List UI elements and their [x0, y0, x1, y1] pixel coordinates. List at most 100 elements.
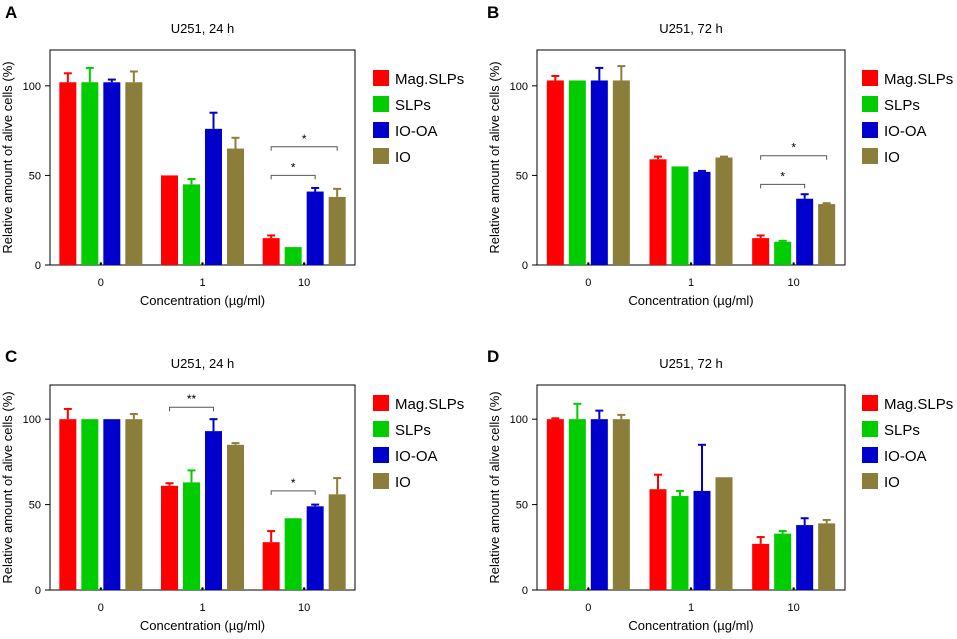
y-axis-label: Relative amount of alive cells (%) — [487, 61, 502, 253]
x-tick-dot — [689, 262, 693, 265]
bar-io-1 — [715, 157, 733, 265]
bar-io-0 — [125, 82, 143, 265]
bar-slps-0 — [81, 82, 99, 265]
x-tick-dot — [792, 262, 795, 265]
y-tick-label: 50 — [516, 170, 528, 182]
x-tick-dot — [587, 587, 590, 590]
x-tick-label: 10 — [298, 277, 310, 289]
legend-label: SLPs — [884, 97, 920, 114]
x-tick-dot — [99, 262, 103, 265]
bar-io-1 — [227, 148, 244, 265]
y-tick-label: 50 — [29, 170, 41, 182]
x-tick-label: 1 — [199, 602, 205, 614]
bar-mag-slps-0 — [546, 419, 564, 590]
legend-swatch — [373, 148, 389, 164]
x-tick-dot — [302, 587, 306, 590]
bar-mag-slps-1 — [649, 489, 667, 590]
significance-bracket — [169, 406, 214, 412]
bar-io-oa-1 — [205, 431, 222, 590]
legend-label: IO — [395, 149, 411, 166]
x-axis-label: Concentration (µg/ml) — [628, 293, 753, 308]
bar-io-oa-1 — [693, 171, 711, 265]
x-axis-label: Concentration (µg/ml) — [628, 618, 753, 633]
legend-swatch — [862, 395, 878, 411]
x-tick-label: 1 — [688, 602, 694, 614]
y-tick-label: 100 — [23, 81, 41, 93]
bar-mag-slps-1 — [649, 159, 667, 265]
y-tick-label: 0 — [522, 260, 528, 272]
significance-label: * — [291, 160, 296, 174]
bar-mag-slps-1 — [161, 485, 178, 590]
x-axis-label: Concentration (µg/ml) — [140, 618, 265, 633]
legend-label: SLPs — [395, 97, 431, 114]
x-tick-dot — [201, 262, 204, 265]
bar-io-oa-1 — [205, 128, 222, 265]
legend-swatch — [373, 447, 389, 463]
legend-swatch — [862, 70, 878, 86]
legend-swatch — [373, 122, 389, 138]
legend-swatch — [373, 96, 389, 112]
bar-io-oa-0 — [590, 419, 608, 590]
y-axis-label: Relative amount of alive cells (%) — [487, 391, 502, 583]
bar-slps-2 — [284, 247, 302, 265]
bar-mag-slps-2 — [752, 238, 770, 265]
bar-io-oa-0 — [103, 419, 121, 590]
y-tick-label: 0 — [35, 585, 41, 597]
bar-mag-slps-0 — [59, 419, 77, 590]
significance-label: * — [291, 476, 296, 490]
legend-label: Mag.SLPs — [884, 71, 953, 88]
bar-mag-slps-2 — [262, 238, 280, 265]
x-tick-label: 1 — [688, 277, 694, 289]
y-tick-label: 0 — [35, 260, 41, 272]
legend-label: Mag.SLPs — [395, 396, 464, 413]
x-tick-label: 10 — [788, 602, 800, 614]
x-tick-label: 1 — [199, 277, 205, 289]
x-tick-dot — [201, 587, 204, 590]
panel-letter: C — [5, 347, 17, 366]
x-tick-label: 0 — [585, 602, 591, 614]
y-tick-label: 50 — [516, 500, 528, 512]
bar-slps-1 — [183, 184, 200, 265]
legend-swatch — [373, 395, 389, 411]
bar-mag-slps-0 — [546, 80, 564, 265]
bar-io-1 — [227, 444, 244, 590]
legend-label: SLPs — [395, 422, 431, 439]
legend-swatch — [862, 473, 878, 489]
significance-label: ** — [187, 392, 197, 406]
significance-bracket — [270, 490, 316, 495]
legend-swatch — [862, 447, 878, 463]
legend: Mag.SLPs SLPs IO-OA IO — [373, 70, 464, 166]
legend-label: IO — [395, 474, 411, 491]
y-axis-label: Relative amount of alive cells (%) — [0, 61, 15, 253]
legend-label: IO-OA — [884, 123, 927, 140]
bar-mag-slps-1 — [161, 175, 178, 265]
x-tick-dot — [99, 587, 103, 590]
legend-label: IO — [884, 149, 900, 166]
plot-frame — [49, 49, 356, 266]
x-tick-dot — [689, 587, 693, 590]
y-tick-label: 50 — [29, 500, 41, 512]
plot-frame — [536, 384, 846, 591]
y-tick-label: 100 — [23, 414, 41, 426]
significance-label: * — [302, 132, 307, 146]
plot-frame — [536, 49, 846, 266]
legend-swatch — [862, 421, 878, 437]
legend-label: Mag.SLPs — [884, 396, 953, 413]
bar-slps-0 — [81, 419, 99, 590]
panel-letter: A — [5, 3, 17, 22]
bar-io-oa-2 — [796, 198, 814, 265]
y-axis-label: Relative amount of alive cells (%) — [0, 391, 15, 583]
bar-io-oa-2 — [306, 191, 324, 265]
significance-bracket — [270, 146, 338, 151]
legend: Mag.SLPs SLPs IO-OA IO — [862, 70, 953, 166]
significance-bracket — [760, 183, 806, 189]
bar-io-2 — [328, 494, 346, 590]
bar-slps-2 — [774, 241, 792, 265]
legend-swatch — [373, 421, 389, 437]
legend-label: IO-OA — [395, 448, 438, 465]
